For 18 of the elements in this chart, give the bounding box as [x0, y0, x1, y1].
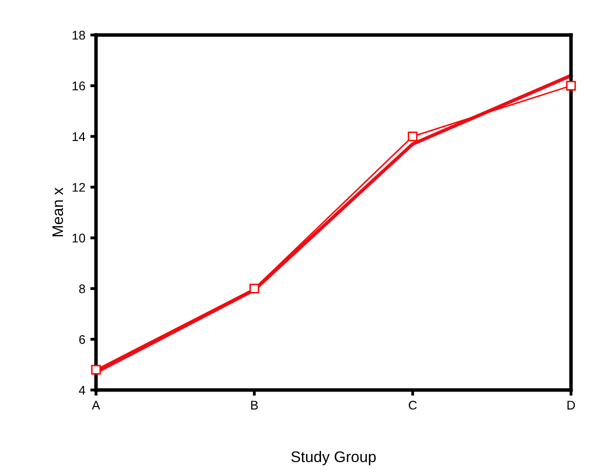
y-tick-label: 18: [72, 30, 86, 40]
y-tick-label: 4: [78, 386, 86, 395]
point: [408, 132, 418, 142]
point: [91, 364, 101, 375]
x-tick-label: A: [92, 400, 100, 410]
y-axis-title: Mean x: [52, 188, 64, 236]
y-tick-label: 12: [72, 182, 85, 192]
y-tick-label: 14: [72, 132, 86, 141]
x-tick-label: B: [251, 400, 258, 410]
point: [566, 80, 576, 91]
y-tick-label: 8: [79, 284, 86, 294]
x-tick-label: C: [408, 400, 417, 410]
x-tick-label: D: [568, 400, 575, 410]
y-tick-label: 16: [72, 82, 86, 90]
point: [249, 284, 260, 294]
y-tick-label: 10: [72, 234, 86, 243]
x-axis-title: Study Group: [291, 450, 376, 466]
y-tick-label: 6: [79, 335, 86, 344]
